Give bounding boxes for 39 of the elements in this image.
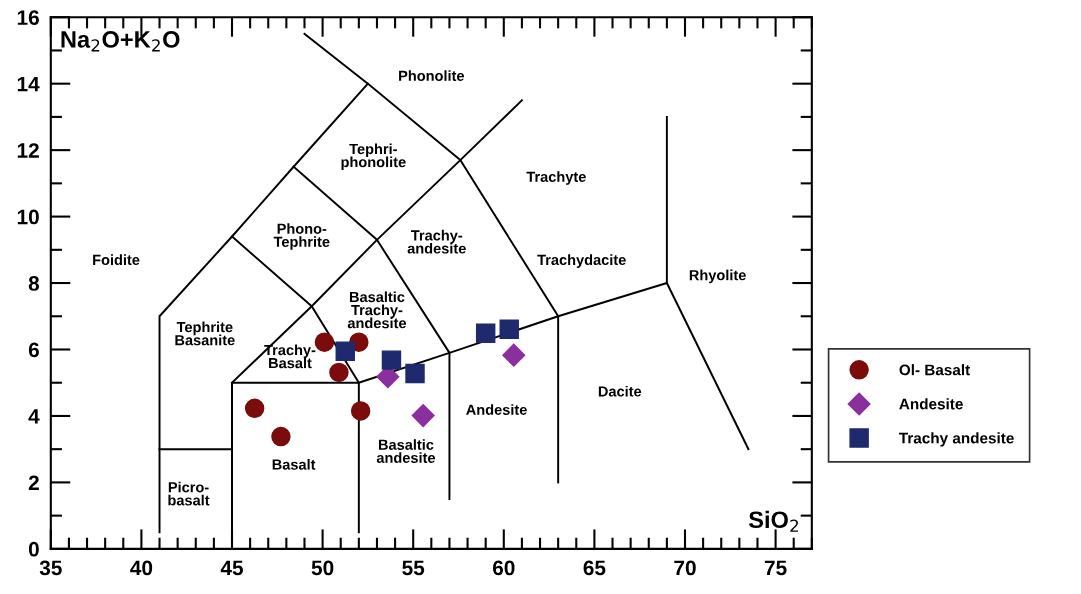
x-tick-label: 65	[583, 560, 606, 576]
x-tick-label: 35	[39, 560, 62, 576]
annotation: Trachydacite	[537, 254, 626, 268]
y-tick-label: 0	[28, 541, 39, 557]
y-tick-label: 16	[17, 10, 39, 25]
legend-label: Ol- Basalt	[899, 364, 970, 376]
annotation: Trachy- Basalt	[264, 344, 316, 369]
annotation: Tephrite Basanite	[175, 321, 235, 346]
x-tick-label: 60	[492, 560, 515, 576]
annotation: Basaltic Trachy- andesite	[347, 291, 407, 329]
y-tick-label: 10	[17, 209, 39, 225]
annotation: Phono- Tephrite	[273, 223, 330, 250]
x-tick-label: 45	[220, 560, 244, 576]
annotation: Dacite	[598, 385, 642, 397]
x-tick-label: 55	[402, 560, 425, 576]
annotation: Basaltic andesite	[376, 439, 436, 463]
y-tick-label: 2	[28, 475, 39, 490]
annotation: Rhyolite	[689, 269, 746, 284]
annotation: Picro- basalt	[168, 481, 210, 506]
y-tick-label: 4	[28, 409, 40, 424]
x-axis-title: SiO$_{2}$	[748, 510, 798, 532]
x-tick-label: 50	[311, 560, 334, 576]
y-axis-title: Na$_{2}$O+K$_{2}$O	[61, 31, 180, 52]
y-tick-label: 8	[28, 276, 40, 291]
annotation: Foidite	[93, 254, 140, 266]
annotation: Tephri- phonolite	[341, 143, 406, 171]
x-tick-label: 75	[764, 560, 787, 576]
annotation: Basalt	[272, 458, 316, 470]
x-tick-label: 40	[130, 560, 153, 576]
legend-label: Trachy andesite	[899, 432, 1014, 447]
x-tick-label: 70	[674, 560, 696, 576]
legend-label: Andesite	[899, 398, 963, 410]
annotation: Andesite	[466, 404, 527, 415]
y-tick-label: 12	[17, 143, 39, 158]
annotation: Trachyte	[526, 171, 586, 185]
annotation: Phonolite	[399, 70, 465, 81]
y-tick-label: 14	[17, 76, 40, 92]
annotation: Trachy- andesite	[407, 229, 466, 254]
y-tick-label: 6	[28, 342, 39, 358]
